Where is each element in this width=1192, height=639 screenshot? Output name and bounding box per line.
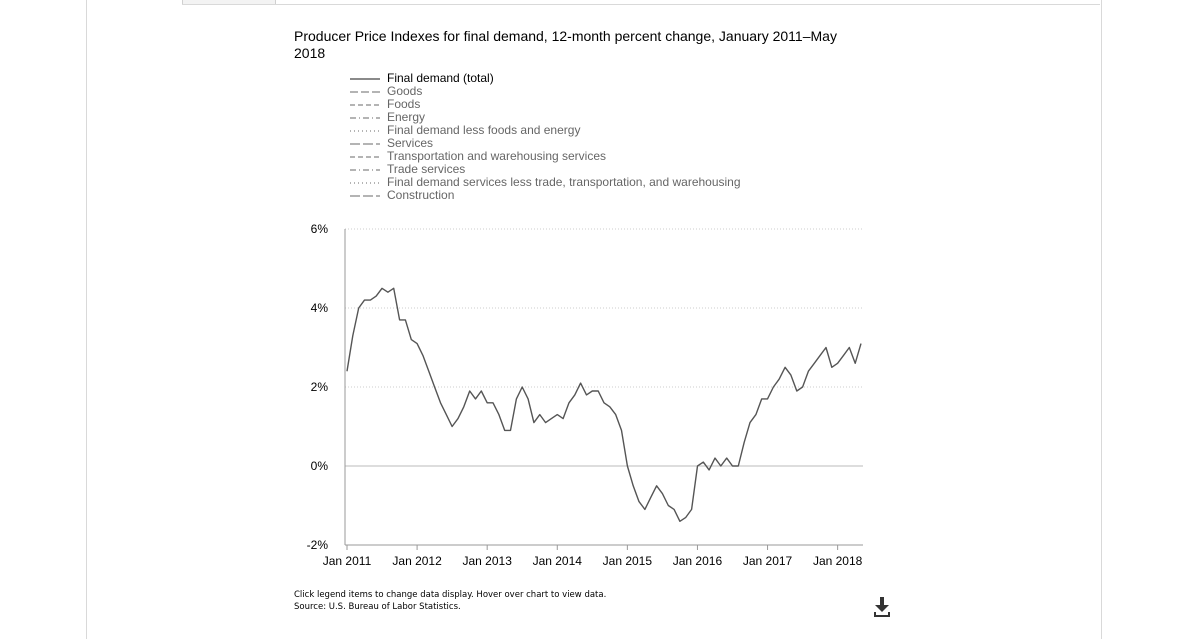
chart-series xyxy=(347,288,861,521)
x-tick-label: Jan 2012 xyxy=(392,554,442,568)
y-tick-label: 2% xyxy=(311,380,329,394)
x-tick-label: Jan 2011 xyxy=(323,554,372,568)
x-tick-label: Jan 2018 xyxy=(813,554,863,568)
y-tick-label: 0% xyxy=(311,459,329,473)
download-icon[interactable] xyxy=(872,596,892,618)
x-tick-label: Jan 2013 xyxy=(462,554,512,568)
x-axis-ticks: Jan 2011 Jan 2012 Jan 2013 Jan 2014 Jan 2015… xyxy=(323,545,863,568)
y-axis-ticks: 6% 4% 2% 0% -2% xyxy=(307,222,329,552)
series-line-final-demand xyxy=(347,288,861,521)
x-tick-label: Jan 2017 xyxy=(743,554,793,568)
x-tick-label: Jan 2016 xyxy=(673,554,723,568)
x-tick-label: Jan 2015 xyxy=(603,554,653,568)
footnote-source: Source: U.S. Bureau of Labor Statistics. xyxy=(294,601,606,613)
y-tick-label: 4% xyxy=(311,301,329,315)
x-tick-label: Jan 2014 xyxy=(533,554,583,568)
y-tick-label: 6% xyxy=(311,222,329,236)
chart-grid xyxy=(345,229,863,466)
chart-footnote: Click legend items to change data displa… xyxy=(294,589,606,613)
footnote-instructions: Click legend items to change data displa… xyxy=(294,589,606,601)
y-tick-label: -2% xyxy=(307,538,329,552)
